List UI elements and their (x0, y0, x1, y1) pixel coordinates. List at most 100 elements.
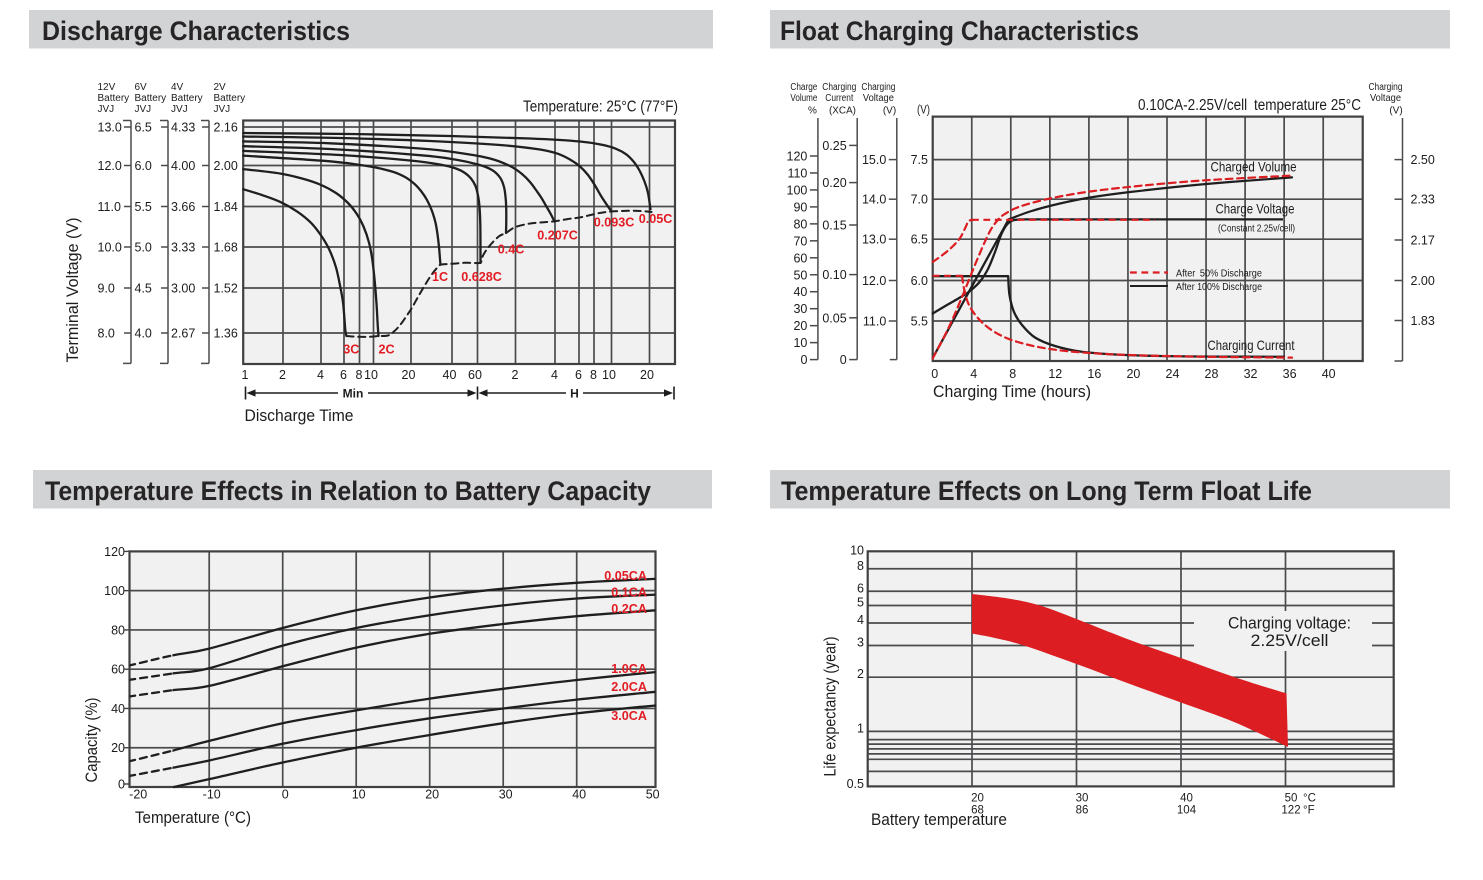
svg-text:86: 86 (1076, 805, 1089, 817)
svg-text:0.5: 0.5 (847, 777, 864, 791)
svg-text:40: 40 (111, 702, 125, 716)
svg-text:0.05C: 0.05C (639, 212, 673, 226)
svg-text:Terminal Voltage (V): Terminal Voltage (V) (64, 218, 82, 363)
svg-text:4: 4 (551, 368, 558, 382)
svg-text:1.36: 1.36 (214, 327, 238, 341)
svg-text:°C: °C (1303, 793, 1316, 805)
svg-text:30: 30 (499, 788, 513, 802)
svg-text:120: 120 (787, 149, 808, 163)
svg-text:8: 8 (1009, 367, 1016, 381)
svg-text:4.5: 4.5 (135, 282, 152, 296)
svg-text:0.10: 0.10 (822, 268, 846, 282)
svg-text:80: 80 (111, 623, 125, 637)
svg-text:80: 80 (793, 217, 807, 231)
svg-text:40: 40 (572, 788, 586, 802)
svg-text:10: 10 (364, 368, 378, 382)
svg-text:1.68: 1.68 (214, 241, 238, 255)
svg-text:100: 100 (787, 183, 808, 197)
svg-text:10: 10 (850, 543, 864, 557)
svg-text:12: 12 (1048, 367, 1062, 381)
svg-text:30: 30 (1076, 793, 1089, 805)
svg-text:13.0: 13.0 (862, 233, 886, 247)
svg-text:60: 60 (468, 368, 482, 382)
svg-text:6V: 6V (135, 82, 148, 93)
svg-text:(Constant 2.25v/cell): (Constant 2.25v/cell) (1218, 224, 1295, 235)
svg-text:2: 2 (512, 368, 519, 382)
svg-text:2V: 2V (214, 82, 227, 93)
svg-text:2.50: 2.50 (1411, 153, 1435, 167)
svg-text:20: 20 (1126, 367, 1140, 381)
svg-text:Charge: Charge (790, 82, 817, 93)
svg-text:0: 0 (282, 788, 289, 802)
svg-text:36: 36 (1283, 367, 1297, 381)
svg-text:10: 10 (793, 336, 807, 350)
svg-text:2: 2 (857, 667, 864, 681)
svg-text:-10: -10 (203, 788, 221, 802)
svg-text:40: 40 (1322, 367, 1336, 381)
svg-text:60: 60 (793, 251, 807, 265)
svg-text:6: 6 (340, 368, 347, 382)
svg-text:Volume: Volume (790, 93, 817, 104)
svg-text:50: 50 (646, 788, 660, 802)
svg-text:3.33: 3.33 (171, 241, 195, 255)
svg-text:Current: Current (825, 93, 853, 104)
svg-text:3C: 3C (343, 343, 359, 357)
svg-text:12V: 12V (98, 82, 116, 93)
svg-text:4: 4 (317, 368, 324, 382)
svg-text:0.093C: 0.093C (594, 216, 635, 230)
svg-text:1.83: 1.83 (1411, 314, 1435, 328)
svg-text:-20: -20 (129, 788, 147, 802)
svg-text:2.17: 2.17 (1411, 234, 1435, 248)
svg-text:3: 3 (857, 635, 864, 649)
svg-text:100: 100 (104, 584, 125, 598)
svg-text:6: 6 (575, 368, 582, 382)
svg-text:68: 68 (971, 805, 984, 817)
svg-text:8: 8 (356, 368, 363, 382)
svg-text:20: 20 (402, 368, 416, 382)
svg-text:4.33: 4.33 (171, 121, 195, 135)
svg-text:2C: 2C (378, 343, 394, 357)
svg-text:9.0: 9.0 (98, 282, 115, 296)
svg-text:Float Charging Characteristics: Float Charging Characteristics (780, 16, 1139, 46)
svg-text:12.0: 12.0 (862, 274, 886, 288)
svg-text:0: 0 (800, 353, 807, 367)
svg-text:3.00: 3.00 (171, 282, 195, 296)
svg-text:1C: 1C (432, 270, 448, 284)
svg-text:H: H (570, 387, 579, 401)
svg-text:2.67: 2.67 (171, 327, 195, 341)
svg-text:20: 20 (425, 788, 439, 802)
svg-text:60: 60 (111, 663, 125, 677)
svg-text:JVJ: JVJ (171, 104, 188, 115)
svg-text:After 100% Discharge: After 100% Discharge (1176, 282, 1262, 293)
svg-text:Charging Time (hours): Charging Time (hours) (933, 383, 1091, 401)
svg-text:3.66: 3.66 (171, 200, 195, 214)
svg-text:20: 20 (793, 319, 807, 333)
svg-text:Battery: Battery (171, 93, 203, 104)
svg-text:12.0: 12.0 (98, 159, 122, 173)
svg-text:6: 6 (857, 581, 864, 595)
svg-text:16: 16 (1087, 367, 1101, 381)
svg-text:10: 10 (352, 788, 366, 802)
svg-text:40: 40 (443, 368, 457, 382)
svg-text:2.00: 2.00 (1411, 274, 1435, 288)
svg-text:Battery: Battery (135, 93, 167, 104)
svg-text:15.0: 15.0 (862, 153, 886, 167)
svg-text:2.25V/cell: 2.25V/cell (1251, 632, 1329, 650)
svg-text:Charging Current: Charging Current (1208, 337, 1295, 353)
svg-text:0: 0 (840, 353, 847, 367)
svg-text:0.05CA: 0.05CA (604, 569, 647, 583)
svg-text:5.5: 5.5 (911, 315, 928, 329)
svg-text:13.0: 13.0 (98, 121, 122, 135)
svg-text:0.15: 0.15 (822, 219, 846, 233)
svg-text:JVJ: JVJ (214, 104, 231, 115)
svg-text:5.0: 5.0 (135, 241, 152, 255)
svg-text:20: 20 (971, 793, 984, 805)
svg-text:28: 28 (1205, 367, 1219, 381)
svg-text:90: 90 (793, 200, 807, 214)
svg-text:2.00: 2.00 (214, 159, 238, 173)
svg-text:Charged Volume: Charged Volume (1211, 159, 1297, 175)
svg-text:°F: °F (1303, 805, 1315, 817)
svg-text:8: 8 (857, 559, 864, 573)
svg-text:0: 0 (118, 778, 125, 792)
svg-text:11.0: 11.0 (863, 315, 886, 329)
